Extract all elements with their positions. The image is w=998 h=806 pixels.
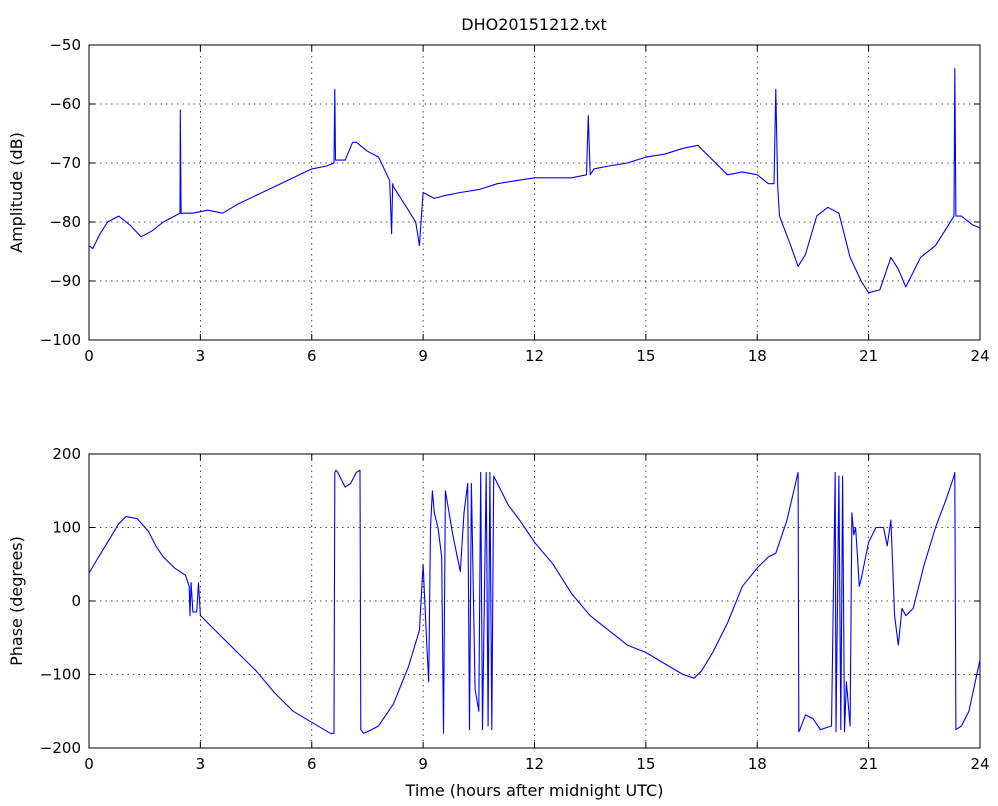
x-tick-label: 6 — [307, 347, 317, 365]
x-tick-label: 15 — [636, 755, 655, 773]
x-tick-label: 0 — [84, 755, 94, 773]
x-axis-label: Time (hours after midnight UTC) — [405, 781, 664, 800]
y-axis-label: Amplitude (dB) — [7, 132, 26, 253]
x-tick-label: 9 — [418, 755, 428, 773]
y-tick-label: 200 — [52, 445, 81, 463]
x-tick-label: 6 — [307, 755, 317, 773]
y-tick-label: 100 — [52, 519, 81, 537]
y-tick-label: −70 — [49, 154, 81, 172]
x-tick-label: 18 — [748, 347, 767, 365]
phase-plot: 0 3 6 9 12 15 18 21 24 −200 −100 0 100 200 Phase (degr… — [7, 445, 990, 800]
x-tick-label: 12 — [525, 755, 544, 773]
y-tick-label: 0 — [71, 592, 81, 610]
y-tick-label: −60 — [49, 95, 81, 113]
x-tick-label: 21 — [859, 755, 878, 773]
x-tick-label: 18 — [748, 755, 767, 773]
chart-title: DHO20151212.txt — [461, 15, 606, 34]
y-tick-label: −80 — [49, 213, 81, 231]
x-tick-label: 3 — [196, 755, 206, 773]
y-tick-label: −100 — [40, 666, 81, 684]
y-tick-label: −50 — [49, 36, 81, 54]
series-line — [88, 68, 981, 294]
x-tick-label: 0 — [84, 347, 94, 365]
x-tick-label: 24 — [970, 347, 989, 365]
series-line — [88, 469, 981, 734]
x-tick-label: 9 — [418, 347, 428, 365]
x-tick-label: 24 — [970, 755, 989, 773]
y-tick-label: −90 — [49, 272, 81, 290]
x-tick-label: 3 — [196, 347, 206, 365]
y-axis-label: Phase (degrees) — [7, 536, 26, 666]
x-tick-label: 15 — [636, 347, 655, 365]
y-tick-label: −100 — [40, 331, 81, 349]
amplitude-plot: 0 3 6 9 12 15 18 21 24 −100 −90 −80 −70 −60 −50 Amplitu… — [7, 36, 990, 365]
y-tick-label: −200 — [40, 739, 81, 757]
x-tick-label: 12 — [525, 347, 544, 365]
x-tick-label: 21 — [859, 347, 878, 365]
